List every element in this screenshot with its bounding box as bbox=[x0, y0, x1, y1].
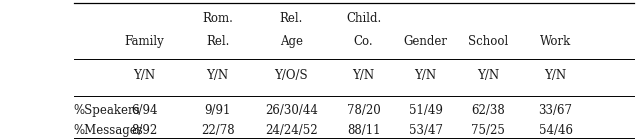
Text: 62/38: 62/38 bbox=[471, 104, 504, 117]
Text: Work: Work bbox=[540, 35, 571, 48]
Text: Co.: Co. bbox=[354, 35, 373, 48]
Text: 51/49: 51/49 bbox=[409, 104, 442, 117]
Text: Y/N: Y/N bbox=[133, 69, 155, 82]
Text: 88/11: 88/11 bbox=[347, 124, 380, 137]
Text: 54/46: 54/46 bbox=[538, 124, 573, 137]
Text: Y/N: Y/N bbox=[353, 69, 374, 82]
Text: 53/47: 53/47 bbox=[408, 124, 443, 137]
Text: 22/78: 22/78 bbox=[201, 124, 234, 137]
Text: %Speakers: %Speakers bbox=[74, 104, 140, 117]
Text: 75/25: 75/25 bbox=[471, 124, 504, 137]
Text: 6/94: 6/94 bbox=[131, 104, 157, 117]
Text: Child.: Child. bbox=[346, 12, 381, 25]
Text: Age: Age bbox=[280, 35, 303, 48]
Text: Family: Family bbox=[124, 35, 164, 48]
Text: 26/30/44: 26/30/44 bbox=[265, 104, 317, 117]
Text: Y/N: Y/N bbox=[545, 69, 566, 82]
Text: Y/N: Y/N bbox=[477, 69, 499, 82]
Text: %Messages: %Messages bbox=[74, 124, 143, 137]
Text: 8/92: 8/92 bbox=[131, 124, 157, 137]
Text: 78/20: 78/20 bbox=[347, 104, 380, 117]
Text: School: School bbox=[468, 35, 508, 48]
Text: Rel.: Rel. bbox=[280, 12, 303, 25]
Text: Rel.: Rel. bbox=[206, 35, 229, 48]
Text: 24/24/52: 24/24/52 bbox=[265, 124, 317, 137]
Text: Y/N: Y/N bbox=[415, 69, 436, 82]
Text: Rom.: Rom. bbox=[202, 12, 233, 25]
Text: 33/67: 33/67 bbox=[538, 104, 573, 117]
Text: Y/N: Y/N bbox=[207, 69, 228, 82]
Text: Y/O/S: Y/O/S bbox=[275, 69, 308, 82]
Text: Gender: Gender bbox=[404, 35, 447, 48]
Text: 9/91: 9/91 bbox=[204, 104, 231, 117]
